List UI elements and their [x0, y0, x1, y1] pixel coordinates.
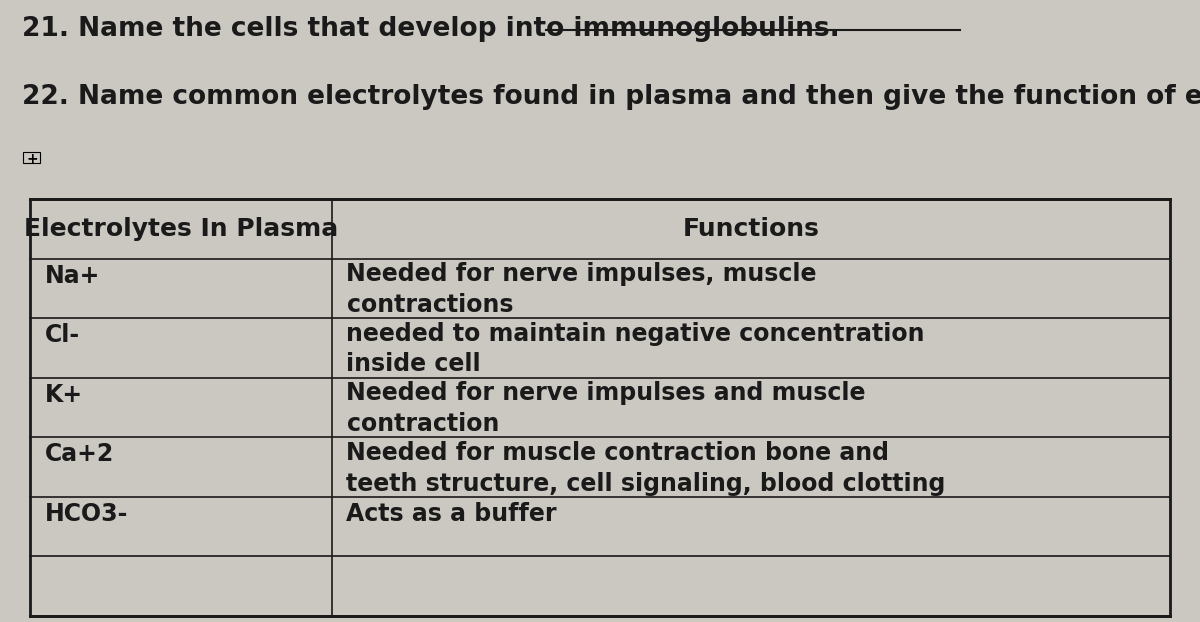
- Text: Electrolytes In Plasma: Electrolytes In Plasma: [24, 217, 338, 241]
- Text: +: +: [26, 152, 38, 167]
- Text: HCO3-: HCO3-: [44, 502, 127, 526]
- Text: 21. Name the cells that develop into immunoglobulins.: 21. Name the cells that develop into imm…: [22, 16, 839, 42]
- Bar: [30, 199, 1170, 616]
- Text: Na+: Na+: [44, 264, 100, 287]
- Text: Ca+2: Ca+2: [44, 442, 114, 466]
- Text: K+: K+: [44, 383, 83, 407]
- Text: Cl-: Cl-: [44, 323, 79, 347]
- Text: Needed for muscle contraction bone and
teeth structure, cell signaling, blood cl: Needed for muscle contraction bone and t…: [347, 441, 946, 496]
- Text: 22. Name common electrolytes found in plasma and then give the function of each.: 22. Name common electrolytes found in pl…: [22, 84, 1200, 110]
- Text: Functions: Functions: [683, 217, 820, 241]
- Text: Needed for nerve impulses, muscle
contractions: Needed for nerve impulses, muscle contra…: [347, 262, 817, 317]
- Text: Acts as a buffer: Acts as a buffer: [347, 502, 557, 526]
- Text: needed to maintain negative concentration
inside cell: needed to maintain negative concentratio…: [347, 322, 925, 376]
- Text: Needed for nerve impulses and muscle
contraction: Needed for nerve impulses and muscle con…: [347, 381, 866, 436]
